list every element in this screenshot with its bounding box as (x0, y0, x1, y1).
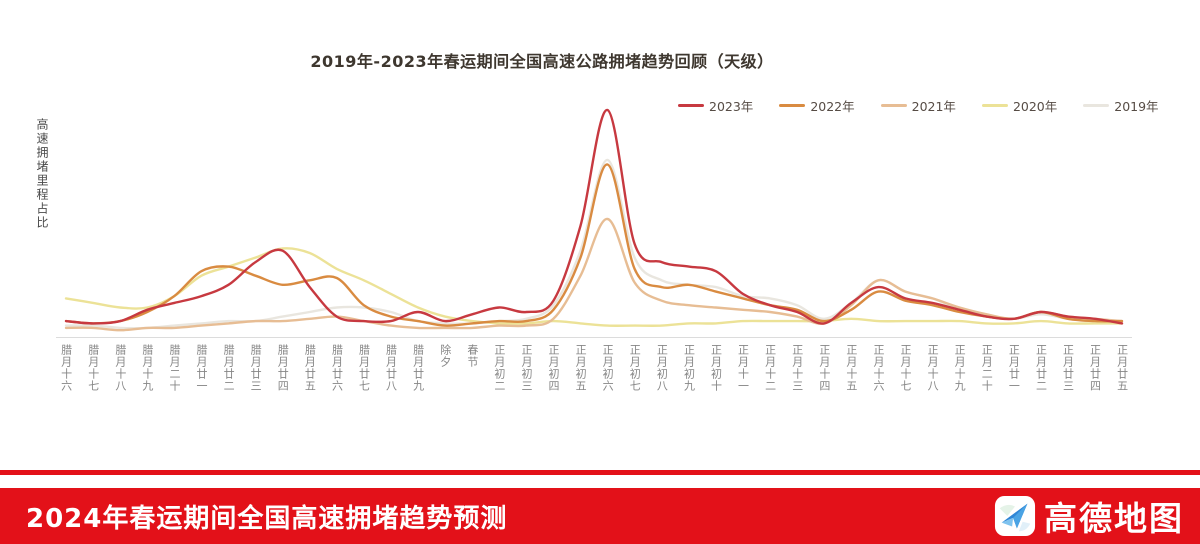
x-tick-label: 正月十三 (790, 344, 804, 392)
amap-logo-text: 高德地图 (1044, 499, 1184, 538)
amap-logo: 高德地图 (994, 488, 1184, 544)
chart-lines (64, 108, 1124, 332)
x-tick-label: 除夕 (438, 344, 452, 368)
legend-label: 2020年 (1012, 99, 1058, 114)
x-tick-label: 腊月廿二 (222, 344, 236, 392)
x-tick-label: 腊月廿七 (357, 344, 371, 392)
legend-swatch (981, 104, 1008, 107)
x-tick-label: 腊月廿九 (411, 344, 425, 392)
banner-title: 2024年春运期间全国高速拥堵趋势预测 (26, 503, 508, 534)
series-line-2020 (64, 247, 1124, 327)
x-tick-label: 腊月十九 (140, 344, 154, 392)
chart-title: 2019年-2023年春运期间全国高速公路拥堵趋势回顾（天级） (310, 52, 774, 71)
legend-item-2023[interactable]: 2023年 (678, 96, 753, 115)
legend-label: 2023年 (709, 99, 754, 114)
x-tick-label: 正月二十 (980, 344, 994, 392)
footer-banner: 2024年春运期间全国高速拥堵趋势预测 高德地图 (0, 488, 1200, 544)
legend-label: 2019年 (1114, 99, 1159, 114)
x-tick-label: 正月初三 (519, 344, 533, 392)
x-tick-label: 正月初十 (709, 344, 723, 392)
x-tick-label: 正月十五 (844, 344, 858, 392)
x-tick-label: 正月廿二 (1034, 344, 1048, 392)
x-tick-label: 腊月廿六 (330, 344, 344, 392)
x-tick-label: 正月初九 (682, 344, 696, 392)
x-tick-label: 正月初八 (655, 344, 669, 392)
x-tick-label: 腊月廿四 (276, 344, 290, 392)
legend-item-2020[interactable]: 2020年 (981, 96, 1058, 115)
red-divider-line (0, 470, 1200, 475)
x-tick-label: 正月初七 (628, 344, 642, 392)
x-tick-label: 正月初五 (574, 344, 588, 392)
y-axis-title: 高速拥堵里程占比 (35, 118, 49, 230)
x-tick-label: 春节 (465, 344, 479, 368)
x-tick-label: 正月十六 (871, 344, 885, 392)
x-tick-label: 正月初二 (492, 344, 506, 392)
x-tick-label: 正月十二 (763, 344, 777, 392)
x-tick-label: 腊月十八 (113, 344, 127, 392)
legend-swatch (880, 104, 907, 107)
legend-label: 2022年 (810, 99, 855, 114)
x-tick-label: 腊月廿一 (195, 344, 209, 392)
x-axis-labels: 腊月十六 腊月十七 腊月十八 腊月十九 腊月二十 腊月廿一 腊月廿二 腊月廿三 腊月廿四 腊月廿五… (0, 344, 1200, 414)
legend-item-2019[interactable]: 2019年 (1083, 96, 1159, 115)
chart-svg (56, 108, 1132, 338)
x-tick-label: 腊月廿八 (384, 344, 398, 392)
x-tick-label: 正月十四 (817, 344, 831, 392)
amap-paper-plane-icon (994, 495, 1036, 537)
legend-item-2021[interactable]: 2021年 (880, 96, 956, 115)
x-tick-label: 正月十八 (926, 344, 940, 392)
x-tick-label: 正月初四 (547, 344, 561, 392)
x-tick-label: 腊月二十 (167, 344, 181, 392)
legend-item-2022[interactable]: 2022年 (779, 96, 855, 115)
series-line-2022 (64, 163, 1124, 327)
x-tick-label: 腊月十六 (59, 344, 73, 392)
x-tick-label: 正月廿一 (1007, 344, 1021, 392)
x-tick-label: 正月廿三 (1061, 344, 1075, 392)
x-tick-label: 正月十九 (953, 344, 967, 392)
x-tick-label: 正月廿五 (1115, 344, 1129, 392)
x-tick-label: 正月初六 (601, 344, 615, 392)
x-tick-label: 腊月廿五 (303, 344, 317, 392)
x-tick-label: 腊月廿三 (249, 344, 263, 392)
legend-swatch (1083, 104, 1110, 107)
chart-legend: 2023年 2022年 2021年 2020年 2019年 (678, 96, 1159, 115)
legend-swatch (678, 104, 704, 107)
x-tick-label: 正月十七 (899, 344, 913, 392)
legend-label: 2021年 (911, 99, 956, 114)
legend-swatch (779, 104, 806, 107)
series-line-2023 (64, 108, 1124, 325)
series-line-2021 (64, 217, 1124, 332)
x-tick-label: 正月廿四 (1088, 344, 1102, 392)
x-tick-label: 正月十一 (736, 344, 750, 392)
x-tick-label: 腊月十七 (86, 344, 100, 392)
